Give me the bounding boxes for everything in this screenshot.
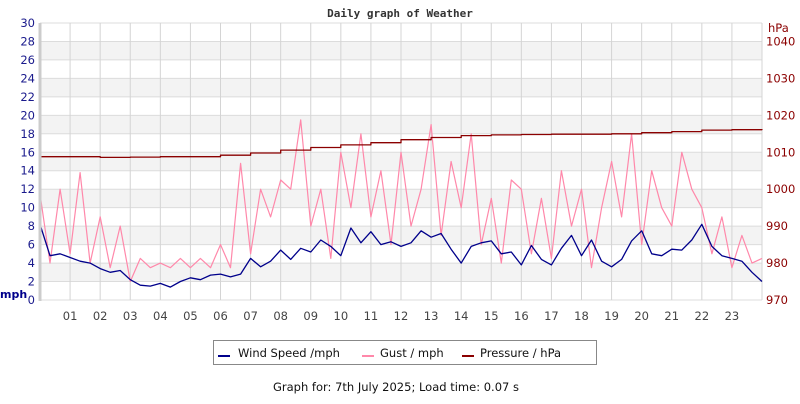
right-tick-label: 1000 [766, 182, 795, 196]
x-tick-label: 23 [725, 309, 740, 323]
left-tick-label: 30 [20, 16, 35, 30]
x-tick-label: 14 [454, 309, 469, 323]
x-tick-label: 01 [63, 309, 78, 323]
footer-text: Graph for: 7th July 2025; Load time: 0.0… [273, 380, 519, 394]
x-tick-label: 08 [273, 309, 288, 323]
x-tick-label: 19 [604, 309, 619, 323]
legend-label-gust: Gust / mph [380, 346, 444, 360]
left-tick-label: 12 [20, 182, 35, 196]
left-tick-label: 6 [28, 238, 35, 252]
x-tick-label: 21 [664, 309, 679, 323]
pressure-line [40, 129, 763, 159]
x-tick-label: 11 [364, 309, 379, 323]
legend: Wind Speed /mph Gust / mph Pressure / hP… [213, 340, 597, 365]
gust-line [39, 119, 763, 283]
legend-label-wind: Wind Speed /mph [238, 346, 340, 360]
right-tick-label: 990 [766, 219, 788, 233]
x-tick-label: 18 [574, 309, 589, 323]
chart-title: Daily graph of Weather [327, 7, 473, 20]
x-tick-label: 16 [514, 309, 529, 323]
left-tick-label: 8 [28, 219, 35, 233]
x-tick-label: 12 [394, 309, 409, 323]
right-tick-label: 980 [766, 256, 788, 270]
x-tick-label: 09 [303, 309, 318, 323]
right-axis-label: hPa [768, 21, 789, 35]
right-tick-label: 1010 [766, 145, 795, 159]
left-tick-label: 0 [28, 293, 35, 307]
x-tick-label: 13 [424, 309, 439, 323]
x-tick-label: 22 [695, 309, 710, 323]
right-tick-label: 970 [766, 293, 788, 307]
x-axis-ticks: 01 02 03 04 05 06 07 08 09 10 11 12 13 14 15 16 17 18 19 20… [63, 309, 739, 323]
left-tick-label: 26 [20, 53, 35, 67]
wind-speed-line [39, 223, 763, 288]
x-tick-label: 02 [93, 309, 108, 323]
left-tick-label: 18 [20, 127, 35, 141]
right-tick-label: 1020 [766, 108, 795, 122]
x-tick-label: 06 [213, 309, 228, 323]
left-tick-label: 14 [20, 164, 35, 178]
left-tick-label: 28 [20, 34, 35, 48]
x-tick-label: 15 [484, 309, 499, 323]
right-tick-label: 1040 [766, 34, 795, 48]
series-lines [39, 119, 763, 288]
left-tick-label: 16 [20, 145, 35, 159]
x-tick-label: 05 [183, 309, 198, 323]
x-tick-label: 10 [334, 309, 349, 323]
left-tick-label: 20 [20, 108, 35, 122]
left-tick-label: 10 [20, 201, 35, 215]
legend-box [213, 340, 597, 365]
left-axis-label: mph [0, 288, 27, 301]
x-tick-label: 07 [243, 309, 258, 323]
x-tick-label: 03 [123, 309, 138, 323]
x-tick-label: 20 [634, 309, 649, 323]
x-tick-label: 04 [153, 309, 168, 323]
right-tick-label: 1030 [766, 71, 795, 85]
x-tick-label: 17 [544, 309, 559, 323]
left-tick-label: 2 [28, 275, 35, 289]
right-axis-ticks: 970 980 990 1000 1010 1020 1030 1040 [766, 34, 795, 307]
left-tick-label: 24 [20, 71, 35, 85]
legend-label-pressure: Pressure / hPa [480, 346, 561, 360]
left-tick-label: 22 [20, 90, 35, 104]
left-tick-label: 4 [28, 256, 35, 270]
